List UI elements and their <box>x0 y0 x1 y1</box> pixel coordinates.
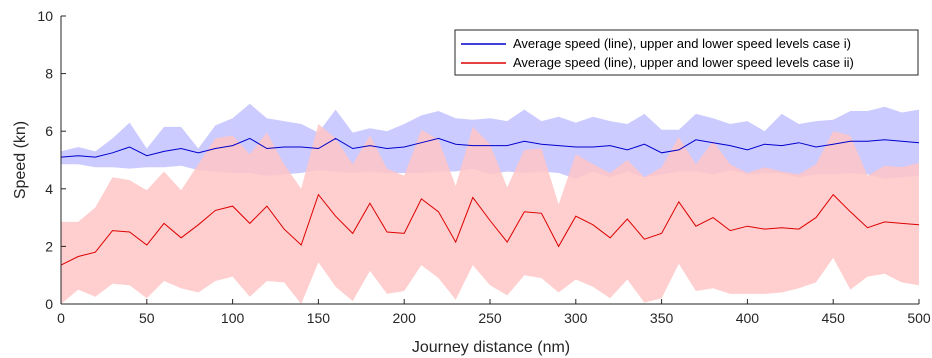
x-tick-label: 500 <box>907 310 931 326</box>
x-tick-label: 350 <box>650 310 674 326</box>
mean-line-layer <box>60 137 920 266</box>
tick-layer: 0 50 100 150 200 250 300 350 400 450 500 0 2 4 6 8 10 <box>37 8 930 326</box>
legend-entry-case-ii: Average speed (line), upper and lower sp… <box>513 55 854 70</box>
y-tick-label: 0 <box>45 296 53 312</box>
x-tick-label: 150 <box>307 310 331 326</box>
y-axis-label: Speed (kn) <box>12 121 29 199</box>
x-tick-label: 0 <box>57 310 65 326</box>
y-tick-label: 8 <box>45 66 53 82</box>
x-tick-label: 250 <box>478 310 502 326</box>
legend-box <box>454 29 919 76</box>
speed-band-case-ii <box>61 124 919 304</box>
x-tick-label: 50 <box>139 310 155 326</box>
x-tick-label: 300 <box>564 310 588 326</box>
legend-entry-case-i: Average speed (line), upper and lower sp… <box>513 36 851 51</box>
legend: Average speed (line), upper and lower sp… <box>454 29 919 76</box>
band-layer <box>61 103 919 304</box>
x-axis-label: Journey distance (nm) <box>412 339 570 356</box>
x-tick-label: 100 <box>221 310 245 326</box>
x-tick-label: 450 <box>822 310 846 326</box>
x-tick-label: 400 <box>736 310 760 326</box>
y-tick-label: 6 <box>45 123 53 139</box>
mean-speed-line-case-i <box>60 137 920 158</box>
y-tick-label: 2 <box>45 238 53 254</box>
x-tick-label: 200 <box>393 310 417 326</box>
y-tick-label: 10 <box>37 8 53 24</box>
y-tick-label: 4 <box>45 181 53 197</box>
mean-speed-line-case-ii <box>60 193 920 266</box>
